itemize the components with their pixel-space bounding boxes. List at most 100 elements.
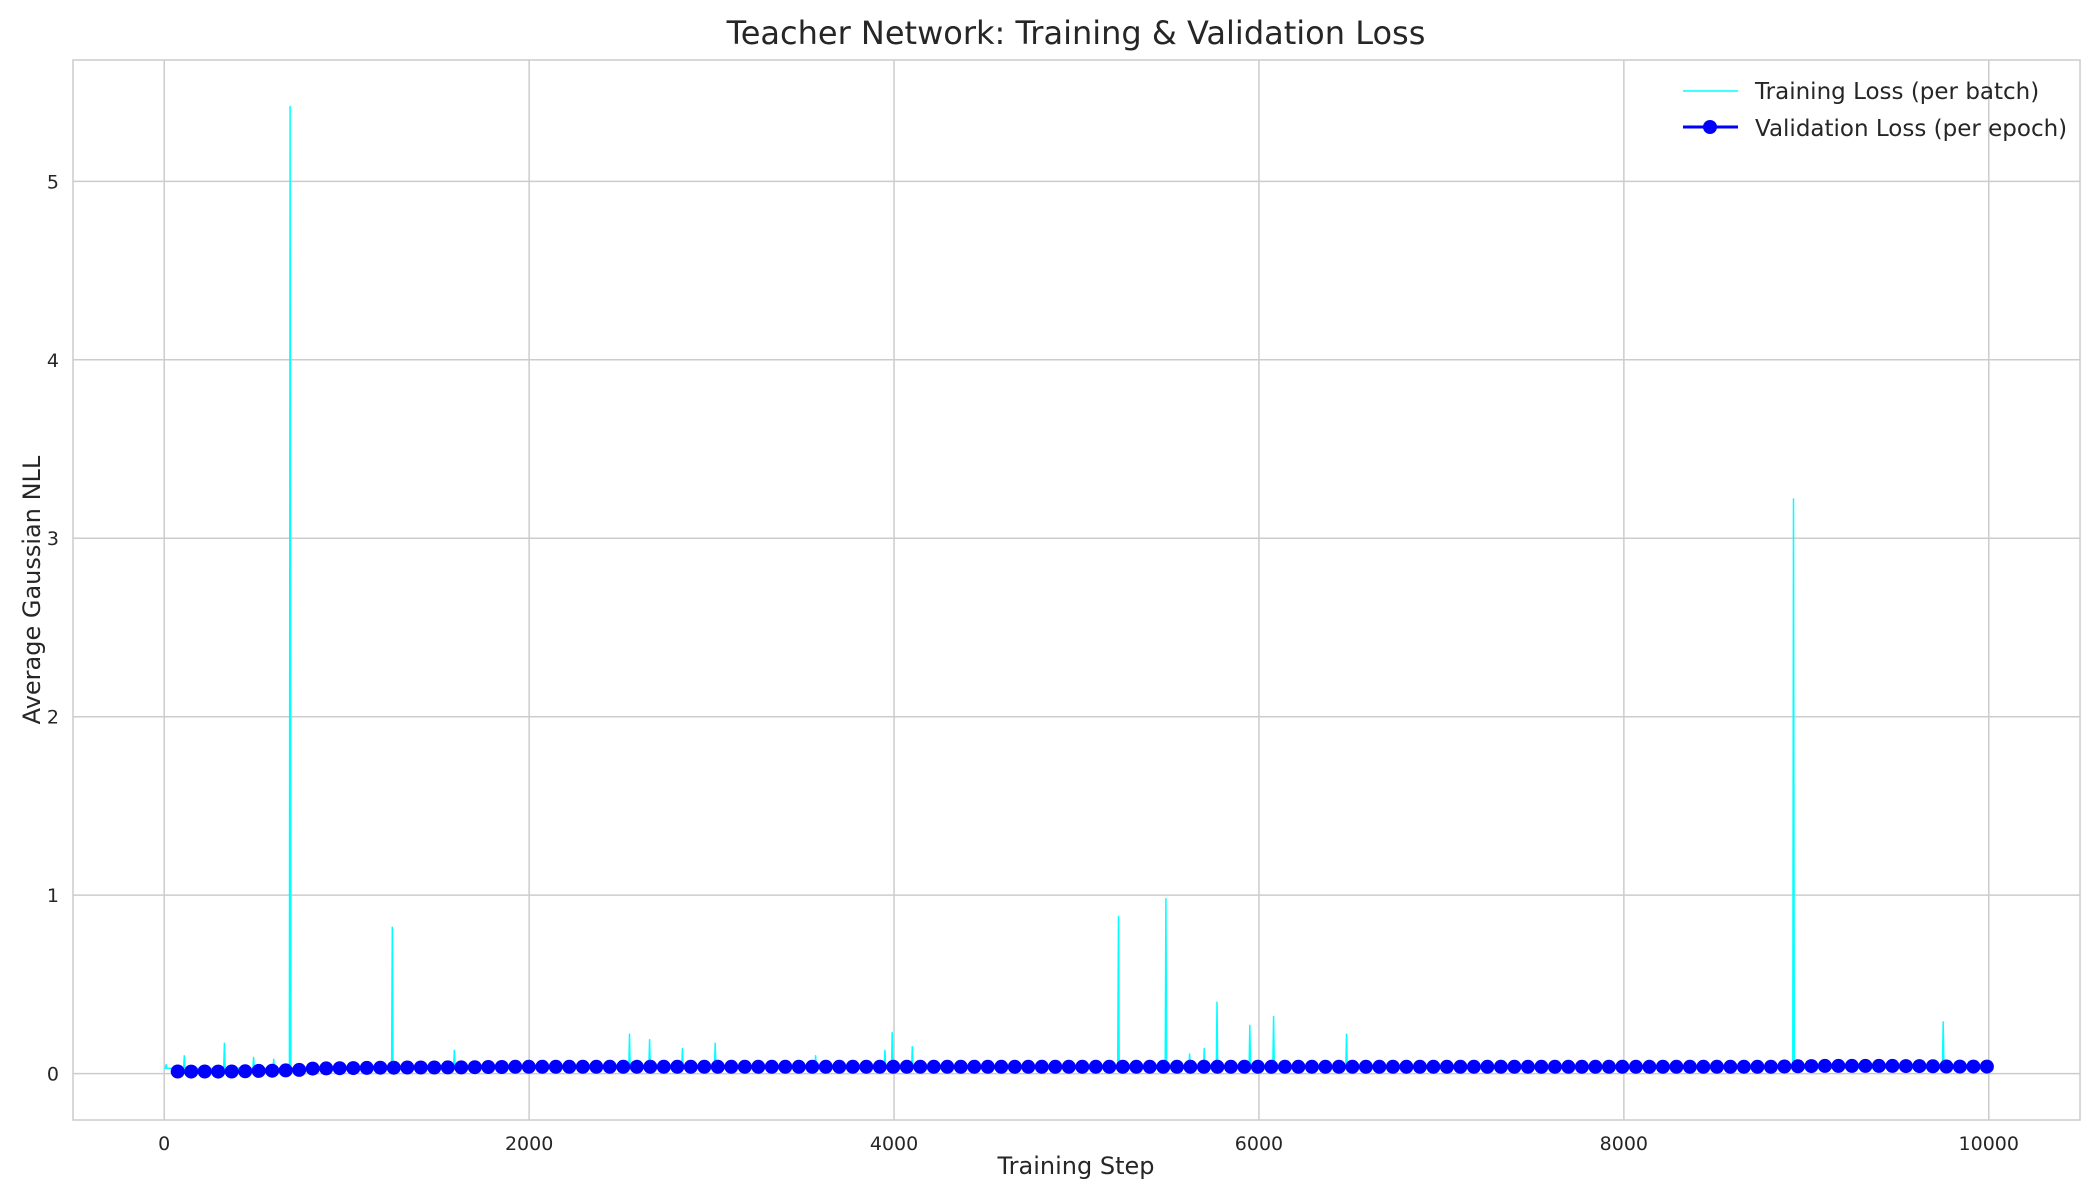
validation-point bbox=[1264, 1059, 1279, 1074]
validation-point bbox=[1061, 1059, 1076, 1074]
x-tick-label: 2000 bbox=[505, 1133, 553, 1155]
validation-point bbox=[1183, 1059, 1198, 1074]
validation-point bbox=[656, 1059, 671, 1074]
x-axis-label: Training Step bbox=[997, 1152, 1155, 1180]
x-tick-labels: 0 2000 4000 6000 8000 10000 bbox=[158, 1133, 2019, 1155]
y-tick-label: 4 bbox=[47, 350, 59, 372]
validation-point bbox=[778, 1059, 793, 1074]
validation-point bbox=[400, 1060, 415, 1075]
validation-point bbox=[1871, 1058, 1886, 1073]
validation-point bbox=[629, 1059, 644, 1074]
validation-point bbox=[1696, 1059, 1711, 1074]
validation-point bbox=[1655, 1059, 1670, 1074]
validation-point bbox=[1102, 1059, 1117, 1074]
validation-point bbox=[926, 1059, 941, 1074]
validation-point bbox=[872, 1059, 887, 1074]
validation-point bbox=[224, 1064, 239, 1079]
validation-point bbox=[1952, 1059, 1967, 1074]
validation-point bbox=[1142, 1059, 1157, 1074]
validation-point bbox=[238, 1064, 253, 1079]
validation-point bbox=[1453, 1059, 1468, 1074]
x-tick-label: 8000 bbox=[1600, 1133, 1648, 1155]
validation-point bbox=[1804, 1059, 1819, 1074]
validation-point bbox=[845, 1059, 860, 1074]
validation-point bbox=[1345, 1059, 1360, 1074]
validation-point bbox=[332, 1061, 347, 1076]
x-tick-label: 6000 bbox=[1235, 1133, 1283, 1155]
validation-point bbox=[1763, 1059, 1778, 1074]
validation-point bbox=[548, 1059, 563, 1074]
validation-point bbox=[1628, 1059, 1643, 1074]
validation-point bbox=[1318, 1059, 1333, 1074]
validation-point bbox=[1898, 1059, 1913, 1074]
validation-point bbox=[251, 1063, 266, 1078]
validation-point bbox=[292, 1062, 307, 1077]
validation-point bbox=[1574, 1059, 1589, 1074]
validation-point bbox=[467, 1060, 482, 1075]
validation-point bbox=[751, 1059, 766, 1074]
validation-point bbox=[1493, 1059, 1508, 1074]
validation-point bbox=[1669, 1059, 1684, 1074]
validation-point bbox=[170, 1064, 185, 1079]
validation-point bbox=[791, 1059, 806, 1074]
validation-point bbox=[359, 1060, 374, 1075]
legend-validation-marker bbox=[1703, 120, 1717, 134]
validation-point bbox=[1250, 1059, 1265, 1074]
validation-point bbox=[1939, 1059, 1954, 1074]
validation-point bbox=[481, 1060, 496, 1074]
validation-point bbox=[589, 1059, 604, 1074]
validation-point bbox=[1007, 1059, 1022, 1074]
validation-point bbox=[1912, 1059, 1927, 1074]
validation-point bbox=[494, 1060, 509, 1074]
y-tick-label: 2 bbox=[47, 707, 59, 729]
validation-point bbox=[832, 1059, 847, 1074]
validation-point bbox=[1372, 1059, 1387, 1074]
training-loss-series bbox=[164, 105, 1989, 1069]
validation-point bbox=[940, 1059, 955, 1074]
validation-point bbox=[1210, 1059, 1225, 1074]
validation-point bbox=[1547, 1059, 1562, 1074]
x-tick-label: 0 bbox=[158, 1133, 170, 1155]
validation-point bbox=[1331, 1059, 1346, 1074]
validation-point bbox=[440, 1060, 455, 1075]
x-tick-label: 10000 bbox=[1959, 1133, 2019, 1155]
y-tick-label: 0 bbox=[47, 1064, 59, 1086]
validation-point bbox=[1129, 1059, 1144, 1074]
validation-point bbox=[184, 1064, 199, 1079]
validation-point bbox=[535, 1059, 550, 1074]
validation-point bbox=[643, 1059, 658, 1074]
validation-point bbox=[1223, 1059, 1238, 1074]
validation-point bbox=[1480, 1059, 1495, 1074]
legend-validation-label: Validation Loss (per epoch) bbox=[1755, 116, 2067, 142]
y-axis-label: Average Gaussian NLL bbox=[18, 455, 46, 724]
plot-frame bbox=[72, 59, 2081, 1121]
validation-point bbox=[1304, 1059, 1319, 1074]
validation-point bbox=[386, 1060, 401, 1075]
validation-point bbox=[1277, 1059, 1292, 1074]
y-tick-labels: 0 1 2 3 4 5 bbox=[47, 171, 59, 1085]
validation-point bbox=[1601, 1059, 1616, 1074]
validation-point bbox=[1156, 1059, 1171, 1074]
validation-point bbox=[1358, 1059, 1373, 1074]
validation-point bbox=[1115, 1059, 1130, 1074]
validation-point bbox=[886, 1059, 901, 1074]
validation-point bbox=[1520, 1059, 1535, 1074]
validation-point bbox=[1291, 1059, 1306, 1074]
validation-point bbox=[980, 1059, 995, 1074]
validation-point bbox=[1034, 1059, 1049, 1074]
validation-point bbox=[913, 1059, 928, 1074]
training-loss-line bbox=[164, 105, 1989, 1069]
validation-point bbox=[859, 1059, 874, 1074]
legend: Training Loss (per batch) Validation Los… bbox=[1683, 79, 2067, 142]
validation-point bbox=[1075, 1059, 1090, 1074]
validation-point bbox=[265, 1063, 280, 1078]
grid bbox=[73, 60, 2080, 1120]
validation-point bbox=[1709, 1059, 1724, 1074]
y-tick-label: 1 bbox=[47, 885, 59, 907]
validation-point bbox=[1750, 1059, 1765, 1074]
y-tick-label: 3 bbox=[47, 528, 59, 550]
validation-point bbox=[1831, 1058, 1846, 1073]
validation-point bbox=[346, 1061, 361, 1076]
validation-point bbox=[697, 1059, 712, 1074]
validation-point bbox=[1048, 1059, 1063, 1074]
